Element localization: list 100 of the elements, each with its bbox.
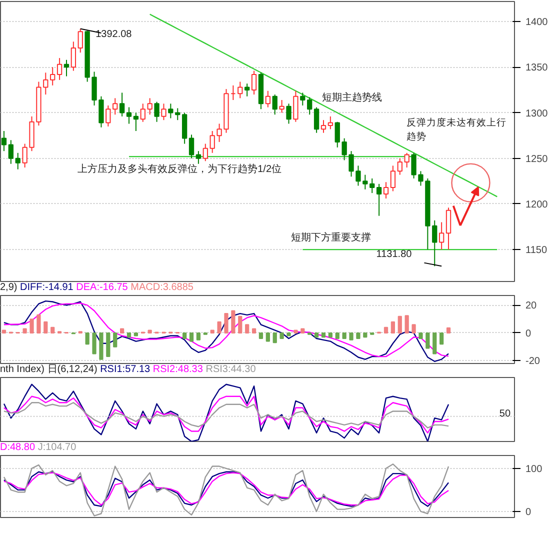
candlestick bbox=[300, 92, 306, 106]
candlestick bbox=[370, 178, 375, 194]
bar bbox=[335, 332, 340, 340]
bar bbox=[384, 326, 388, 334]
annotation: 1131.80 bbox=[376, 249, 412, 260]
candlestick bbox=[112, 98, 118, 116]
bar bbox=[272, 332, 277, 344]
chart-title: nth Index) 日(6,12,24) bbox=[0, 364, 98, 375]
y-tick-label: 20 bbox=[526, 300, 538, 312]
bar bbox=[363, 332, 368, 338]
candlestick bbox=[356, 165, 361, 186]
bar bbox=[238, 316, 242, 334]
candlestick bbox=[307, 96, 312, 116]
bar bbox=[148, 330, 152, 334]
y-tick-label: 0 bbox=[526, 328, 532, 340]
candlestick bbox=[293, 90, 298, 122]
candlestick bbox=[210, 130, 215, 154]
bar bbox=[314, 332, 319, 338]
bar bbox=[286, 332, 291, 336]
candlestick bbox=[1, 130, 7, 152]
bar bbox=[446, 327, 451, 334]
candlestick bbox=[78, 28, 83, 54]
bar bbox=[196, 332, 201, 340]
candlestick bbox=[404, 152, 410, 168]
candlestick bbox=[265, 90, 271, 108]
candlestick bbox=[362, 174, 368, 190]
bar bbox=[99, 332, 104, 360]
candlestick bbox=[202, 143, 208, 162]
text: D:48.80 bbox=[0, 442, 36, 453]
candlestick bbox=[188, 134, 194, 159]
candlestick bbox=[15, 152, 20, 170]
bar bbox=[22, 328, 27, 334]
text: RSI1:57.13 bbox=[100, 364, 150, 375]
bar bbox=[30, 318, 34, 334]
bar bbox=[426, 332, 430, 349]
bar bbox=[224, 313, 228, 334]
candlestick bbox=[119, 92, 125, 117]
candlestick bbox=[390, 165, 396, 192]
line-series bbox=[3, 464, 450, 516]
text: RSI3:44.30 bbox=[206, 364, 256, 375]
bar bbox=[349, 332, 354, 340]
candlestick bbox=[314, 106, 320, 134]
candlestick bbox=[334, 121, 340, 148]
bar bbox=[266, 332, 270, 342]
bar bbox=[252, 328, 256, 334]
annotation: 上方压力及多头有效反弹位，为下行趋势1/2位 bbox=[78, 163, 282, 175]
candlestick bbox=[286, 103, 292, 124]
y-tick-label: 1250 bbox=[526, 154, 548, 165]
y-tick-label: 1200 bbox=[526, 199, 548, 210]
candlestick bbox=[8, 140, 14, 164]
candlestick bbox=[70, 41, 76, 72]
candlestick bbox=[328, 116, 334, 130]
candlestick bbox=[22, 143, 28, 168]
bar bbox=[92, 332, 96, 354]
candlestick bbox=[383, 182, 389, 200]
candlestick bbox=[438, 222, 444, 250]
bar bbox=[404, 315, 409, 334]
bar bbox=[134, 332, 138, 336]
candlestick bbox=[154, 101, 160, 122]
candlestick bbox=[251, 70, 257, 96]
bar bbox=[217, 321, 222, 334]
candlestick bbox=[64, 59, 70, 77]
bar bbox=[106, 332, 110, 358]
candlestick bbox=[376, 183, 382, 216]
bar bbox=[245, 324, 250, 334]
series-label: J:104.70 bbox=[38, 442, 76, 453]
bar bbox=[2, 330, 6, 334]
bar bbox=[300, 328, 305, 334]
text: RSI2:48.33 bbox=[152, 364, 203, 375]
candlestick bbox=[147, 98, 152, 116]
bar bbox=[44, 321, 48, 334]
bar bbox=[390, 321, 396, 334]
candlestick bbox=[126, 106, 132, 124]
series-label: DEA:-16.75 bbox=[76, 282, 128, 293]
y-tick-label: 1150 bbox=[526, 245, 548, 256]
bar bbox=[189, 332, 194, 342]
annotation: 50 bbox=[499, 408, 511, 420]
bar bbox=[412, 324, 416, 334]
series-label: DIFF:-14.91 bbox=[20, 282, 74, 293]
bar bbox=[231, 310, 236, 334]
candlestick bbox=[196, 150, 202, 164]
bar bbox=[356, 332, 360, 340]
candlestick bbox=[98, 96, 104, 128]
bar bbox=[418, 332, 423, 340]
bar bbox=[432, 332, 437, 354]
annotation: 反弹力度未达有效上行趋势 bbox=[406, 116, 507, 142]
candlestick bbox=[56, 58, 62, 80]
bar bbox=[342, 332, 346, 340]
candlestick bbox=[446, 207, 452, 250]
candlestick bbox=[279, 100, 284, 114]
candlestick bbox=[133, 112, 139, 132]
bar bbox=[210, 330, 214, 334]
candlestick bbox=[238, 81, 243, 99]
candlestick bbox=[272, 94, 278, 116]
y-tick-label: 0 bbox=[526, 506, 532, 518]
y-tick-label: 1350 bbox=[526, 62, 548, 74]
bar bbox=[126, 332, 132, 338]
chart-title: 2,9) bbox=[0, 282, 18, 293]
y-tick-label: 100 bbox=[526, 464, 543, 475]
candlestick bbox=[161, 103, 166, 121]
